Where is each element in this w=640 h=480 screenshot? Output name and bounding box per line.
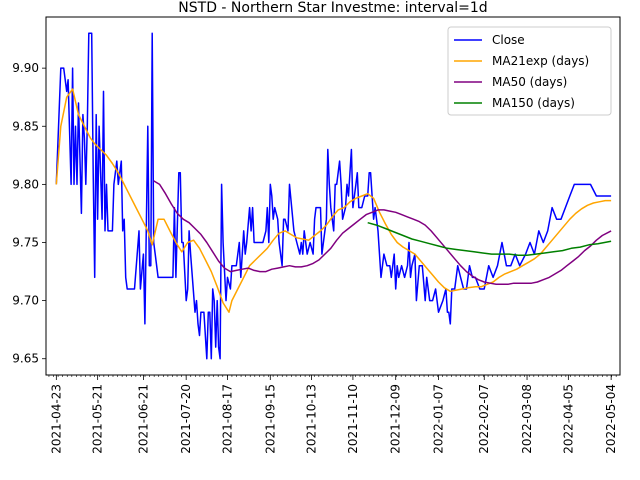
legend-label: Close xyxy=(492,33,525,47)
legend: Close MA21exp (days) MA50 (days) MA150 (day… xyxy=(447,26,612,116)
x-axis: 2021-04-23 2021-05-21 2021-06-21 2021-07-20… xyxy=(49,375,618,454)
y-tick-label: 9.85 xyxy=(12,119,39,133)
y-tick-label: 9.70 xyxy=(12,294,39,308)
y-tick-label: 9.90 xyxy=(12,61,39,75)
x-tick-label: 2021-06-21 xyxy=(136,384,150,454)
legend-box xyxy=(447,26,612,116)
legend-label: MA21exp (days) xyxy=(492,54,589,68)
series-line-1 xyxy=(55,32,612,360)
x-tick-label: 2022-05-04 xyxy=(604,384,618,454)
legend-label: MA50 (days) xyxy=(492,75,567,89)
y-axis: 9.65 9.70 9.75 9.80 9.85 9.90 xyxy=(12,61,46,366)
series-line-3 xyxy=(153,180,612,286)
x-tick-label: 2021-05-21 xyxy=(91,384,105,454)
x-tick-label: 2022-01-07 xyxy=(432,384,446,454)
x-tick-label: 2021-04-23 xyxy=(49,384,63,454)
x-tick-label: 2021-12-09 xyxy=(389,384,403,454)
y-tick-label: 9.80 xyxy=(12,177,39,191)
x-tick-label: 2021-08-17 xyxy=(220,384,234,454)
y-tick-label: 9.65 xyxy=(12,352,39,366)
legend-label: MA150 (days) xyxy=(492,96,575,110)
plot-frame xyxy=(45,16,621,376)
y-tick-label: 9.75 xyxy=(12,235,39,249)
x-tick-label: 2021-10-13 xyxy=(305,384,319,454)
x-tick-label: 2021-09-15 xyxy=(263,384,277,454)
series-line-2 xyxy=(55,88,612,313)
x-tick-label: 2022-03-08 xyxy=(520,384,534,454)
chart-title: NSTD - Northern Star Investme: interval=… xyxy=(178,0,487,16)
x-tick-label: 2021-11-10 xyxy=(346,384,360,454)
x-tick-label: 2022-02-07 xyxy=(477,384,491,454)
series-line-4 xyxy=(367,221,612,257)
series-lines xyxy=(55,32,612,360)
x-tick-label: 2022-04-05 xyxy=(561,384,575,454)
x-tick-label: 2021-07-20 xyxy=(179,384,193,454)
